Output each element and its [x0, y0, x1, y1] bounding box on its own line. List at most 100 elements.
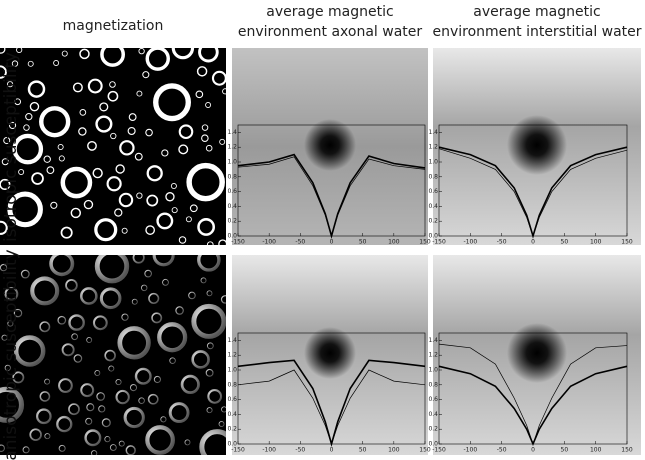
- y-tick-label: 0.0: [227, 233, 237, 240]
- axon-ring: [175, 306, 184, 315]
- y-tick-label: 0.6: [428, 396, 438, 403]
- axon-ring: [134, 152, 143, 161]
- axon-ring: [145, 425, 175, 455]
- axon-ring: [35, 408, 52, 425]
- y-tick-label: 0.4: [428, 203, 438, 210]
- axon-ring: [0, 386, 25, 423]
- y-tick-label: 1.4: [428, 337, 438, 344]
- x-tick-label: 0: [330, 239, 334, 246]
- axon-ring: [114, 208, 123, 217]
- axon-ring: [68, 403, 80, 416]
- y-tick-label: 0.4: [227, 203, 237, 210]
- axon-ring: [0, 48, 6, 54]
- axon-ring: [186, 162, 225, 202]
- axon-ring: [12, 371, 25, 384]
- axon-ring: [50, 201, 58, 209]
- axon-ring: [95, 115, 113, 133]
- x-tick-label: 50: [561, 447, 569, 454]
- x-tick-label: -150: [231, 447, 245, 454]
- column-header: environment axonal water: [238, 24, 423, 40]
- y-tick-label: 0.8: [227, 381, 237, 388]
- axon-ring: [71, 333, 79, 341]
- axon-ring: [189, 204, 198, 213]
- column-header: average magnetic: [266, 4, 393, 20]
- axon-ring: [6, 81, 14, 88]
- x-tick-label: -100: [464, 447, 478, 454]
- axon-ring: [128, 113, 137, 121]
- axon-ring: [136, 90, 143, 97]
- axon-ring: [153, 375, 162, 384]
- axon-ring: [8, 121, 17, 129]
- axon-ring: [145, 225, 156, 235]
- axon-ring: [165, 192, 175, 202]
- axon-ring: [123, 406, 145, 429]
- axon-ring: [118, 440, 125, 447]
- x-tick-label: 150: [419, 239, 431, 246]
- x-tick-label: -150: [432, 447, 446, 454]
- x-tick-label: -50: [497, 447, 507, 454]
- axon-ring: [195, 90, 204, 99]
- axon-ring: [206, 342, 214, 350]
- axon-ring: [79, 48, 90, 60]
- x-tick-label: 150: [419, 447, 431, 454]
- axon-ring: [39, 391, 51, 402]
- axon-ring: [218, 239, 226, 245]
- axon-ring: [145, 128, 153, 137]
- dark-blob: [304, 327, 356, 379]
- axon-ring: [201, 124, 209, 131]
- axon-ring: [79, 287, 98, 305]
- axon-ring: [94, 370, 101, 377]
- column-header: environment interstitial water: [432, 24, 641, 40]
- axon-ring: [1, 334, 8, 341]
- axon-ring: [57, 378, 73, 394]
- y-tick-label: 0.6: [227, 396, 237, 403]
- axon-ring: [31, 172, 44, 185]
- axon-ring: [104, 349, 116, 362]
- axon-ring: [90, 450, 98, 455]
- axon-ring: [39, 321, 51, 333]
- axon-ring: [20, 269, 30, 279]
- axon-ring: [70, 207, 82, 219]
- y-tick-label: 1.4: [428, 129, 438, 136]
- axon-ring: [7, 191, 43, 228]
- axon-ring: [118, 192, 134, 208]
- axon-ring: [109, 81, 116, 88]
- axon-ring: [131, 298, 138, 305]
- x-tick-label: 100: [590, 239, 602, 246]
- column-header: average magnetic: [473, 4, 600, 20]
- axon-ring: [197, 218, 215, 236]
- axon-ring: [222, 88, 226, 95]
- axon-ring: [29, 428, 42, 441]
- axon-ring: [108, 365, 115, 372]
- axon-ring: [142, 71, 150, 79]
- axon-ring: [171, 207, 178, 214]
- axon-ring: [65, 278, 78, 292]
- x-tick-label: -50: [295, 239, 305, 246]
- axon-ring: [218, 421, 225, 427]
- axon-ring: [13, 308, 23, 318]
- axon-ring: [87, 78, 103, 94]
- axon-ring: [60, 166, 93, 199]
- axon-ring: [144, 269, 153, 278]
- axon-ring: [101, 418, 111, 428]
- axon-ring: [0, 263, 8, 272]
- axon-ring: [127, 126, 136, 136]
- x-tick-label: 0: [330, 447, 334, 454]
- x-tick-label: 150: [621, 239, 633, 246]
- y-tick-label: 0.2: [428, 218, 438, 225]
- axon-ring: [12, 133, 44, 165]
- axon-ring: [7, 320, 14, 327]
- y-tick-label: 0.2: [227, 426, 237, 433]
- axon-ring: [4, 364, 11, 372]
- axon-ring: [57, 315, 67, 325]
- axon-ring: [11, 60, 19, 67]
- axon-ring: [23, 124, 30, 131]
- axon-ring: [178, 236, 187, 244]
- axon-ring: [147, 393, 159, 405]
- y-tick-label: 0.2: [428, 426, 438, 433]
- y-tick-label: 0.4: [227, 411, 237, 418]
- x-tick-label: 0: [531, 239, 535, 246]
- axon-ring: [0, 444, 5, 452]
- axon-ring: [83, 199, 94, 210]
